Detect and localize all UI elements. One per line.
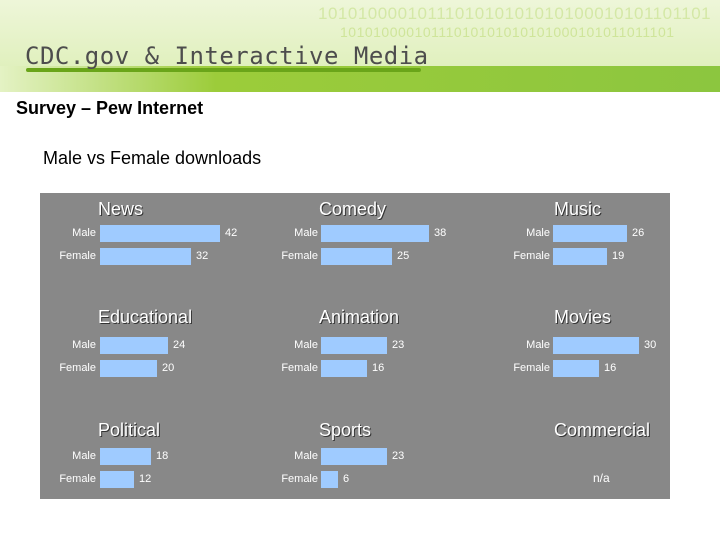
value-label: 20 (162, 362, 175, 374)
female-label: Female (59, 362, 96, 374)
slide-title: Survey – Pew Internet (16, 98, 204, 118)
value-label: 16 (604, 362, 617, 374)
not-available-note: n/a (593, 471, 610, 485)
female-label: Female (59, 473, 96, 485)
value-label: 6 (343, 473, 350, 485)
binary-pattern: 1010100001011101010101010100010101101110… (340, 24, 675, 40)
category-title: Educational (98, 307, 193, 327)
female-bar (321, 471, 338, 488)
category-title: Sports (319, 420, 372, 440)
value-label: 18 (156, 450, 169, 462)
value-label: 26 (632, 227, 645, 239)
male-bar (553, 337, 639, 354)
female-label: Female (281, 362, 318, 374)
value-label: 23 (392, 339, 405, 351)
female-bar (100, 471, 134, 488)
slide-subtitle: Male vs Female downloads (43, 148, 262, 168)
male-label: Male (72, 227, 96, 239)
male-bar (100, 337, 168, 354)
category-title: Movies (554, 307, 612, 327)
value-label: 16 (372, 362, 385, 374)
female-bar (100, 360, 157, 377)
value-label: 25 (397, 250, 410, 262)
value-label: 30 (644, 339, 657, 351)
female-bar (321, 360, 367, 377)
male-label: Male (526, 339, 550, 351)
chart-panel: News Male 42 Female 32 Comedy Male 38 Female 25 Mu… (40, 193, 670, 499)
male-bar (321, 448, 387, 465)
value-label: 12 (139, 473, 152, 485)
male-bar (321, 337, 387, 354)
category-title: News (98, 199, 144, 219)
male-label: Male (294, 339, 318, 351)
category-title: Comedy (319, 199, 387, 219)
female-bar (100, 248, 191, 265)
category-title: Political (98, 420, 161, 440)
banner-title: CDC.gov & Interactive Media (25, 42, 429, 70)
banner-underline (26, 68, 421, 72)
category-title: Commercial (554, 420, 651, 440)
male-label: Male (72, 450, 96, 462)
male-label: Male (294, 450, 318, 462)
female-bar (321, 248, 392, 265)
female-label: Female (59, 250, 96, 262)
value-label: 23 (392, 450, 405, 462)
value-label: 24 (173, 339, 186, 351)
value-label: 19 (612, 250, 625, 262)
value-label: 42 (225, 227, 238, 239)
male-label: Male (526, 227, 550, 239)
female-label: Female (281, 473, 318, 485)
header-banner: 1010100001011101010101010100010101101101… (0, 0, 720, 92)
value-label: 38 (434, 227, 447, 239)
male-label: Male (72, 339, 96, 351)
value-label: 32 (196, 250, 209, 262)
binary-pattern: 1010100001011101010101010100010101101101 (318, 4, 712, 23)
category-title: Animation (319, 307, 400, 327)
female-label: Female (281, 250, 318, 262)
male-bar (321, 225, 429, 242)
category-title: Music (554, 199, 602, 219)
male-bar (100, 225, 220, 242)
female-bar (553, 360, 599, 377)
male-bar (100, 448, 151, 465)
female-bar (553, 248, 607, 265)
female-label: Female (513, 250, 550, 262)
male-bar (553, 225, 627, 242)
female-label: Female (513, 362, 550, 374)
male-label: Male (294, 227, 318, 239)
